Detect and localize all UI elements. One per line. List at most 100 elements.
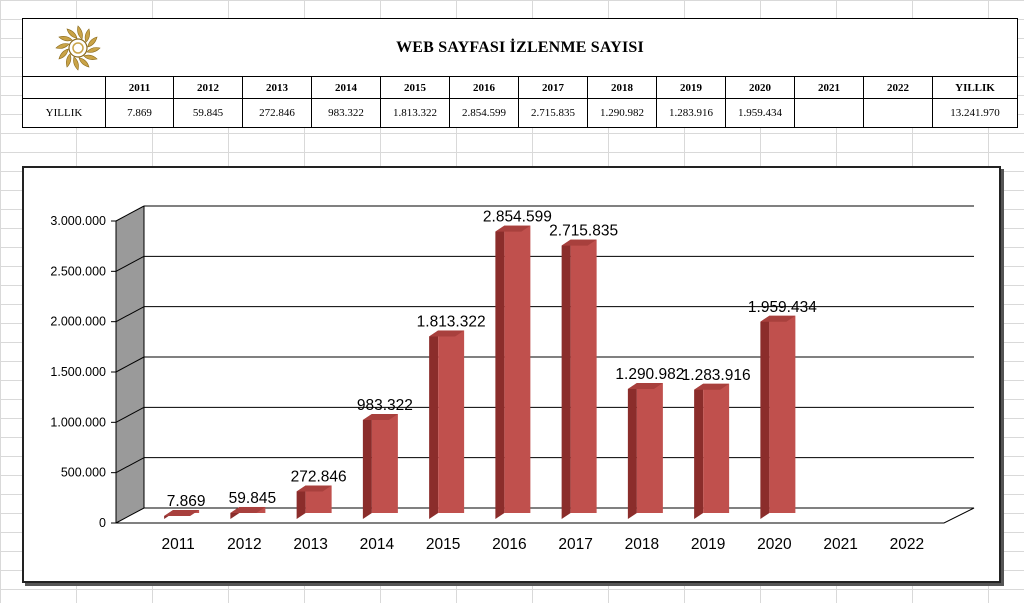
bar-side	[296, 485, 306, 519]
data-label: 1.283.916	[682, 367, 751, 384]
bar-top	[627, 383, 663, 390]
header-cell: 2011	[105, 76, 174, 99]
x-category-label: 2012	[227, 536, 261, 553]
bar-top	[164, 510, 200, 516]
header-cell: 2017	[518, 76, 588, 99]
data-label: 2.715.835	[549, 223, 618, 240]
bar-top	[694, 383, 730, 390]
data-label: 1.959.434	[748, 299, 817, 316]
value-cell: 1.290.982	[587, 98, 657, 128]
header-cell: 2020	[725, 76, 795, 99]
bar	[694, 383, 730, 519]
bar-top	[760, 315, 796, 322]
bars	[164, 225, 796, 520]
bar-front	[769, 315, 796, 513]
bar-side	[561, 239, 571, 519]
bar	[362, 414, 398, 519]
bar-top	[429, 330, 465, 337]
bar-top	[296, 485, 332, 492]
value-cell: 2.854.599	[449, 98, 519, 128]
header-cell: 2014	[311, 76, 381, 99]
y-tick-label: 2.000.000	[50, 315, 106, 329]
data-label: 1.813.322	[417, 313, 486, 330]
value-cell: 2.715.835	[518, 98, 588, 128]
bar	[164, 510, 200, 519]
logo-icon	[55, 25, 101, 71]
y-axis-ticks: 0 500.000 1.000.000 1.500.000 2.000.000 2.500…	[50, 214, 116, 530]
x-category-label: 2022	[890, 536, 924, 553]
bar-top	[495, 225, 531, 232]
x-category-label: 2011	[161, 536, 194, 553]
table-title-row: WEB SAYFASI İZLENME SAYISI	[22, 18, 1018, 77]
bar-top	[230, 506, 266, 513]
bar	[429, 330, 465, 519]
gridlines	[115, 205, 974, 474]
x-category-label: 2015	[426, 536, 460, 553]
bar	[230, 506, 266, 519]
data-label: 59.845	[229, 490, 276, 507]
x-category-label: 2013	[293, 536, 327, 553]
bar-side	[362, 414, 372, 519]
stats-table: WEB SAYFASI İZLENME SAYISI 2011 2012 201…	[22, 18, 1018, 128]
header-cell: 2015	[380, 76, 450, 99]
gridline-side	[115, 205, 145, 222]
bar-side	[760, 315, 770, 519]
bar-side	[429, 330, 439, 519]
bar-top	[561, 239, 597, 246]
gridline-side	[115, 356, 145, 373]
value-cell: 59.845	[173, 98, 243, 128]
header-cell: 2022	[863, 76, 933, 99]
header-corner-cell	[22, 76, 106, 99]
header-cell: 2013	[242, 76, 312, 99]
value-cell	[794, 98, 864, 128]
data-label: 2.854.599	[483, 209, 552, 226]
data-label: 1.290.982	[615, 366, 684, 383]
header-cell: 2012	[173, 76, 243, 99]
x-category-label: 2017	[558, 536, 592, 553]
value-cell: 272.846	[242, 98, 312, 128]
data-labels: 7.869 59.845 272.846 983.322 1.813.322 2.854.…	[167, 209, 817, 510]
y-tick-label: 3.000.000	[50, 214, 106, 228]
gridline-side	[115, 457, 145, 474]
bar	[627, 383, 663, 519]
table-header-row: 2011 2012 2013 2014 2015 2016 2017 2018 …	[22, 76, 1018, 99]
header-cell: 2016	[449, 76, 519, 99]
x-category-label: 2019	[691, 536, 725, 553]
y-tick-label: 0	[99, 516, 106, 530]
data-label: 272.846	[291, 469, 347, 486]
bar	[495, 225, 531, 520]
header-cell: 2018	[587, 76, 657, 99]
x-category-label: 2020	[757, 536, 792, 553]
bar-front	[371, 414, 398, 513]
value-cell: 983.322	[311, 98, 381, 128]
table-title-cell: WEB SAYFASI İZLENME SAYISI	[22, 18, 1018, 77]
x-category-label: 2016	[492, 536, 526, 553]
bar-front	[570, 239, 597, 513]
bar-side	[627, 383, 637, 519]
bar-side	[694, 383, 704, 519]
bar-chart: 0 500.000 1.000.000 1.500.000 2.000.000 2.500…	[50, 205, 975, 553]
bar-top	[362, 414, 398, 421]
x-category-label: 2021	[823, 536, 857, 553]
bar-front	[703, 383, 730, 513]
page-title: WEB SAYFASI İZLENME SAYISI	[396, 38, 644, 56]
header-cell: YILLIK	[932, 76, 1018, 99]
data-label: 7.869	[167, 493, 206, 510]
bar-front	[504, 225, 531, 514]
chart-area: 0 500.000 1.000.000 1.500.000 2.000.000 2.500…	[22, 166, 1001, 583]
bar-front	[636, 383, 663, 513]
value-cell: 1.283.916	[656, 98, 726, 128]
gridline-side	[115, 306, 145, 323]
y-tick-label: 500.000	[61, 466, 106, 480]
x-category-label: 2018	[625, 536, 659, 553]
y-tick-label: 1.500.000	[50, 365, 106, 379]
bar	[760, 315, 796, 519]
x-axis-categories: 2011 2012 2013 2014 2015 2016 2017 2018 2019 2020…	[161, 536, 924, 553]
table-data-row: YILLIK 7.869 59.845 272.846 983.322 1.81…	[22, 98, 1018, 128]
bar-front	[438, 330, 465, 513]
bar	[296, 485, 332, 519]
gridline-side	[115, 255, 145, 272]
header-cell: 2021	[794, 76, 864, 99]
row-label-cell: YILLIK	[22, 98, 106, 128]
value-cell	[863, 98, 933, 128]
